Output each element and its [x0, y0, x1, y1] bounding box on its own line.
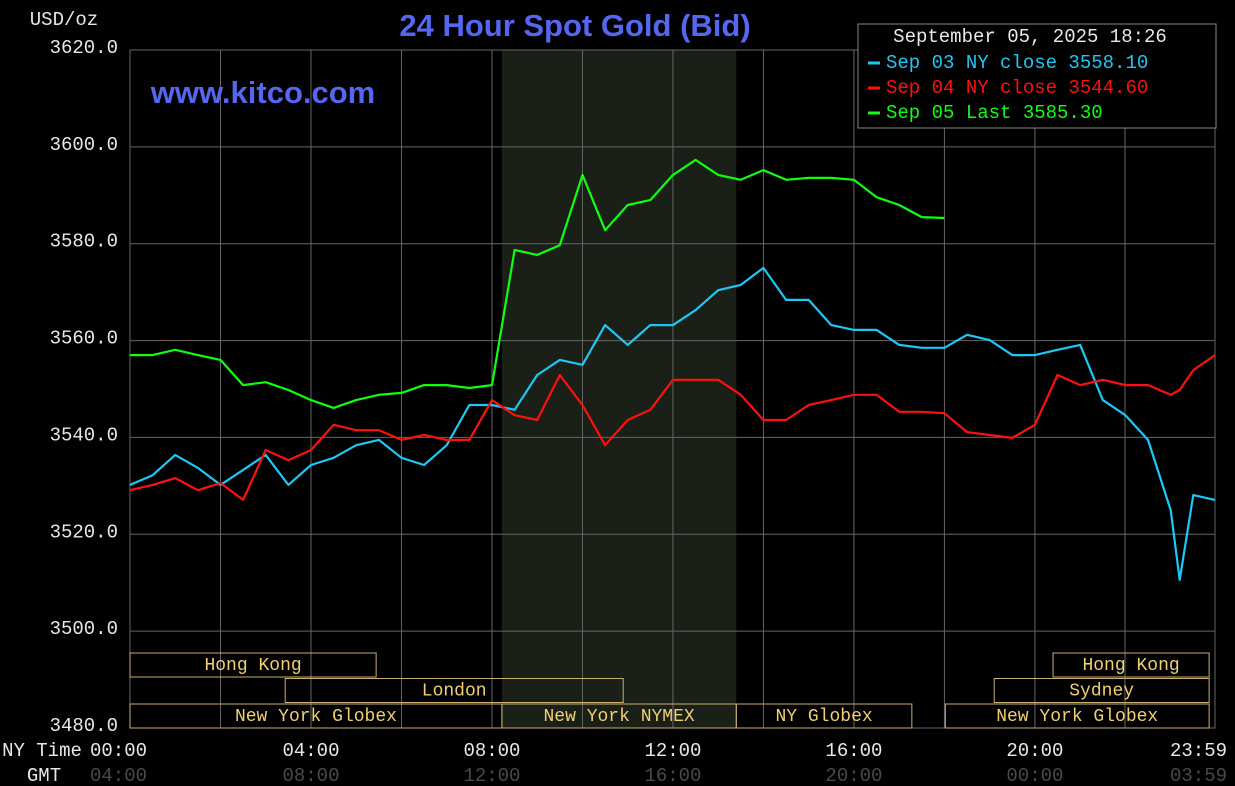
legend-label: Sep 05 Last 3585.30 — [886, 102, 1103, 124]
session-label: Hong Kong — [204, 656, 301, 676]
session-box — [944, 703, 1210, 729]
y-tick-label: 3620.0 — [50, 37, 118, 59]
session-label: New York Globex — [235, 707, 397, 727]
series-line — [130, 158, 945, 409]
legend-label: Sep 04 NY close 3544.60 — [886, 77, 1148, 99]
y-tick-label: 3500.0 — [50, 618, 118, 640]
gmt-tick-label: 03:59 — [1170, 765, 1227, 786]
y-tick-label: 3520.0 — [50, 521, 118, 543]
y-axis-label: USD/oz — [30, 9, 98, 31]
gmt-tick-label: 12:00 — [463, 765, 520, 786]
timestamp: September 05, 2025 18:26 — [893, 26, 1167, 48]
watermark: www.kitco.com — [150, 75, 376, 110]
gmt-tick-label: 08:00 — [282, 765, 339, 786]
series-line — [129, 354, 1216, 501]
y-tick-label: 3580.0 — [50, 231, 118, 253]
session-label: NY Globex — [775, 707, 872, 727]
gmt-tick-label: 16:00 — [644, 765, 701, 786]
y-tick-label: 3540.0 — [50, 424, 118, 446]
x-tick-label: 00:00 — [90, 740, 147, 762]
gmt-tick-label: 20:00 — [825, 765, 882, 786]
session-box — [284, 678, 624, 703]
x-axis-label: NY Time — [2, 740, 82, 762]
y-tick-label: 3560.0 — [50, 328, 118, 350]
session-box — [129, 652, 377, 678]
x-tick-label: 23:59 — [1170, 740, 1227, 762]
x-tick-label: 16:00 — [825, 740, 882, 762]
legend-label: Sep 03 NY close 3558.10 — [886, 52, 1148, 74]
x-tick-label: 04:00 — [282, 740, 339, 762]
legend-box — [857, 23, 1217, 129]
gmt-tick-label: 00:00 — [1006, 765, 1063, 786]
y-tick-label: 3600.0 — [50, 134, 118, 156]
x-tick-label: 08:00 — [463, 740, 520, 762]
session-box — [1052, 652, 1210, 678]
x-tick-label: 20:00 — [1006, 740, 1063, 762]
gmt-tick-label: 04:00 — [90, 765, 147, 786]
session-label: Hong Kong — [1082, 656, 1179, 676]
session-label: New York Globex — [996, 707, 1158, 727]
session-label: Sydney — [1069, 681, 1134, 701]
series-line — [129, 266, 1216, 581]
session-box — [993, 678, 1210, 703]
y-tick-label: 3480.0 — [50, 715, 118, 737]
x-tick-label: 12:00 — [644, 740, 701, 762]
session-shade — [501, 50, 737, 728]
session-box — [735, 703, 913, 729]
x2-axis-label: GMT — [27, 765, 61, 786]
session-label: New York NYMEX — [543, 707, 694, 727]
plot-background — [129, 49, 1216, 729]
session-label: London — [422, 681, 487, 701]
chart-title: 24 Hour Spot Gold (Bid) — [399, 8, 750, 43]
